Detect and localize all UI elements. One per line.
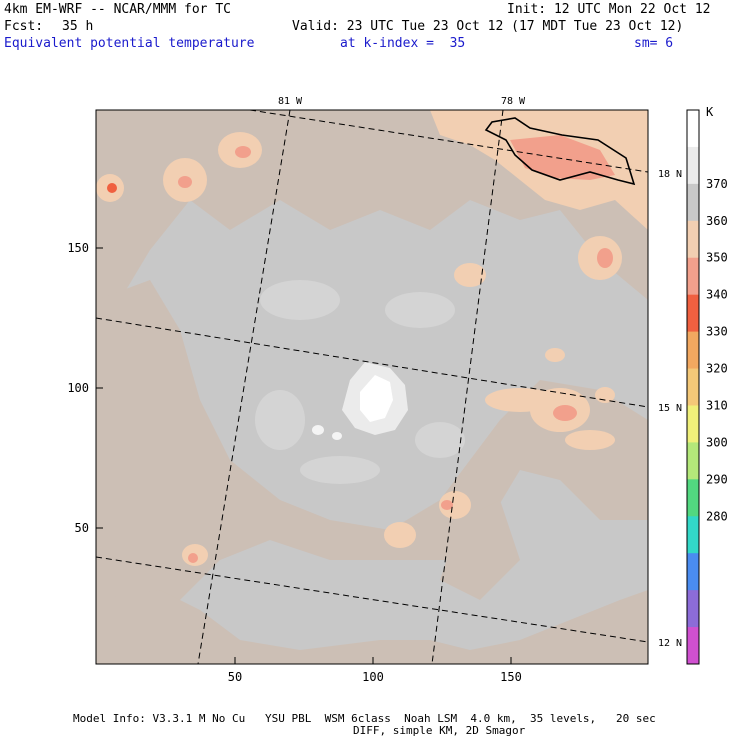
colorbar-swatch xyxy=(687,405,699,443)
map-frame xyxy=(95,109,649,665)
colorbar-label: 310 xyxy=(706,398,728,412)
y-axis-ticks xyxy=(96,247,103,529)
colorbar-label: 300 xyxy=(706,435,728,449)
colorbar-swatch xyxy=(687,368,699,406)
model-info: Model Info: V3.3.1 M No Cu YSU PBL WSM 6… xyxy=(73,712,656,725)
colorbar-label: 280 xyxy=(706,509,728,523)
colorbar-swatch xyxy=(687,183,699,222)
colorbar-swatch xyxy=(687,294,699,333)
lon-label: 78 W xyxy=(501,96,526,107)
forecast-hours: 35 h xyxy=(62,19,94,34)
lat-label: 12 N xyxy=(658,638,682,649)
y-tick-label: 50 xyxy=(75,521,89,535)
lat-label: 18 N xyxy=(658,169,682,180)
colorbar: 370 360 350 340 330 320 310 300 290 280 xyxy=(686,109,728,665)
colorbar-swatch xyxy=(687,590,699,628)
field-name: Equivalent potential temperature xyxy=(4,36,255,51)
model-title: 4km EM-WRF -- NCAR/MMM for TC xyxy=(4,2,231,17)
x-tick-label: 100 xyxy=(362,670,384,684)
valid-time: Valid: 23 UTC Tue 23 Oct 12 (17 MDT Tue … xyxy=(292,19,684,34)
storm-core xyxy=(312,362,408,440)
forecast-label: Fcst: xyxy=(4,19,44,34)
meridian-81w xyxy=(197,110,291,664)
lon-label: 81 W xyxy=(278,96,303,107)
coastline xyxy=(484,117,636,186)
latlon-graticule xyxy=(96,110,648,664)
parallel-12n xyxy=(96,556,648,643)
colorbar-label: 370 xyxy=(706,177,728,191)
colorbar-swatch xyxy=(687,516,699,554)
parallel-18n xyxy=(249,110,648,173)
theta-e-field xyxy=(96,110,648,664)
colorbar-swatch xyxy=(687,146,699,185)
colorbar-frame xyxy=(686,109,700,665)
model-info-diffusion: DIFF, simple KM, 2D Smagor xyxy=(353,724,526,737)
colorbar-swatch xyxy=(687,479,699,517)
colorbar-label: 320 xyxy=(706,362,728,376)
lat-label: 15 N xyxy=(658,403,682,414)
colorbar-label: 350 xyxy=(706,251,728,265)
smoothing-label: sm= 6 xyxy=(634,36,674,51)
colorbar-label: 290 xyxy=(706,472,728,486)
x-tick-label: 50 xyxy=(228,670,242,684)
colorbar-swatch xyxy=(687,257,699,296)
colorbar-swatch xyxy=(687,553,699,591)
colorbar-label: 360 xyxy=(706,214,728,228)
meridian-78w xyxy=(431,110,504,664)
colorbar-swatch xyxy=(687,331,699,370)
init-time: Init: 12 UTC Mon 22 Oct 12 xyxy=(507,2,711,17)
hot-spot xyxy=(107,183,117,193)
level-label: at k-index = 35 xyxy=(340,36,466,51)
salmon-patches xyxy=(178,135,615,563)
colorbar-swatch xyxy=(687,220,699,259)
colorbar-label: 330 xyxy=(706,325,728,339)
colorbar-swatch xyxy=(687,442,699,480)
x-tick-label: 150 xyxy=(500,670,522,684)
x-axis-ticks xyxy=(234,657,512,664)
y-tick-label: 100 xyxy=(67,381,89,395)
colorbar-swatch xyxy=(687,627,699,665)
y-tick-label: 150 xyxy=(67,241,89,255)
colorbar-swatch xyxy=(687,110,699,148)
parallel-15n xyxy=(96,317,648,408)
inner-patches xyxy=(255,280,465,484)
colorbar-label: 340 xyxy=(706,288,728,302)
colorbar-unit: K xyxy=(706,105,714,119)
